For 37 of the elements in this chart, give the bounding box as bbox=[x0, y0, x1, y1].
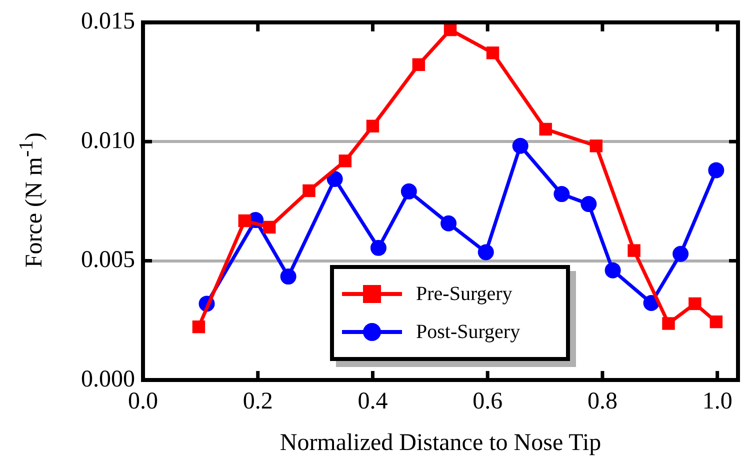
point bbox=[580, 196, 597, 212]
y-tick-label: 0.005 bbox=[81, 247, 135, 274]
point bbox=[262, 220, 276, 234]
point bbox=[338, 154, 352, 168]
point bbox=[440, 215, 457, 232]
point bbox=[628, 244, 640, 257]
point bbox=[512, 138, 528, 154]
x-tick-label: 0.4 bbox=[358, 388, 388, 415]
y-tick-label: 0.015 bbox=[81, 8, 135, 35]
point bbox=[326, 171, 343, 188]
point bbox=[554, 186, 570, 202]
point bbox=[708, 162, 724, 178]
legend-label: Post-Surgery bbox=[416, 320, 520, 344]
point bbox=[590, 140, 603, 152]
point bbox=[539, 122, 552, 136]
point bbox=[302, 184, 316, 198]
x-tick-label: 0.8 bbox=[587, 388, 618, 415]
x-axis-title: Normalized Distance to Nose Tip bbox=[280, 430, 602, 456]
point bbox=[280, 268, 296, 285]
point bbox=[366, 120, 380, 132]
legend-label: Pre-Surgery bbox=[416, 282, 512, 306]
point bbox=[604, 262, 621, 278]
point bbox=[688, 297, 702, 310]
point bbox=[662, 317, 675, 330]
point bbox=[478, 244, 494, 260]
point bbox=[412, 58, 426, 71]
point bbox=[400, 183, 417, 200]
x-tick-label: 0.2 bbox=[242, 388, 273, 415]
point bbox=[486, 46, 500, 60]
x-tick-label: 1.0 bbox=[702, 388, 732, 415]
point bbox=[370, 240, 386, 256]
point bbox=[710, 315, 723, 328]
point bbox=[192, 320, 206, 334]
y-tick-label: 0.010 bbox=[81, 128, 135, 154]
point bbox=[672, 246, 689, 262]
point bbox=[238, 214, 252, 228]
x-tick-label: 0.6 bbox=[472, 388, 503, 415]
